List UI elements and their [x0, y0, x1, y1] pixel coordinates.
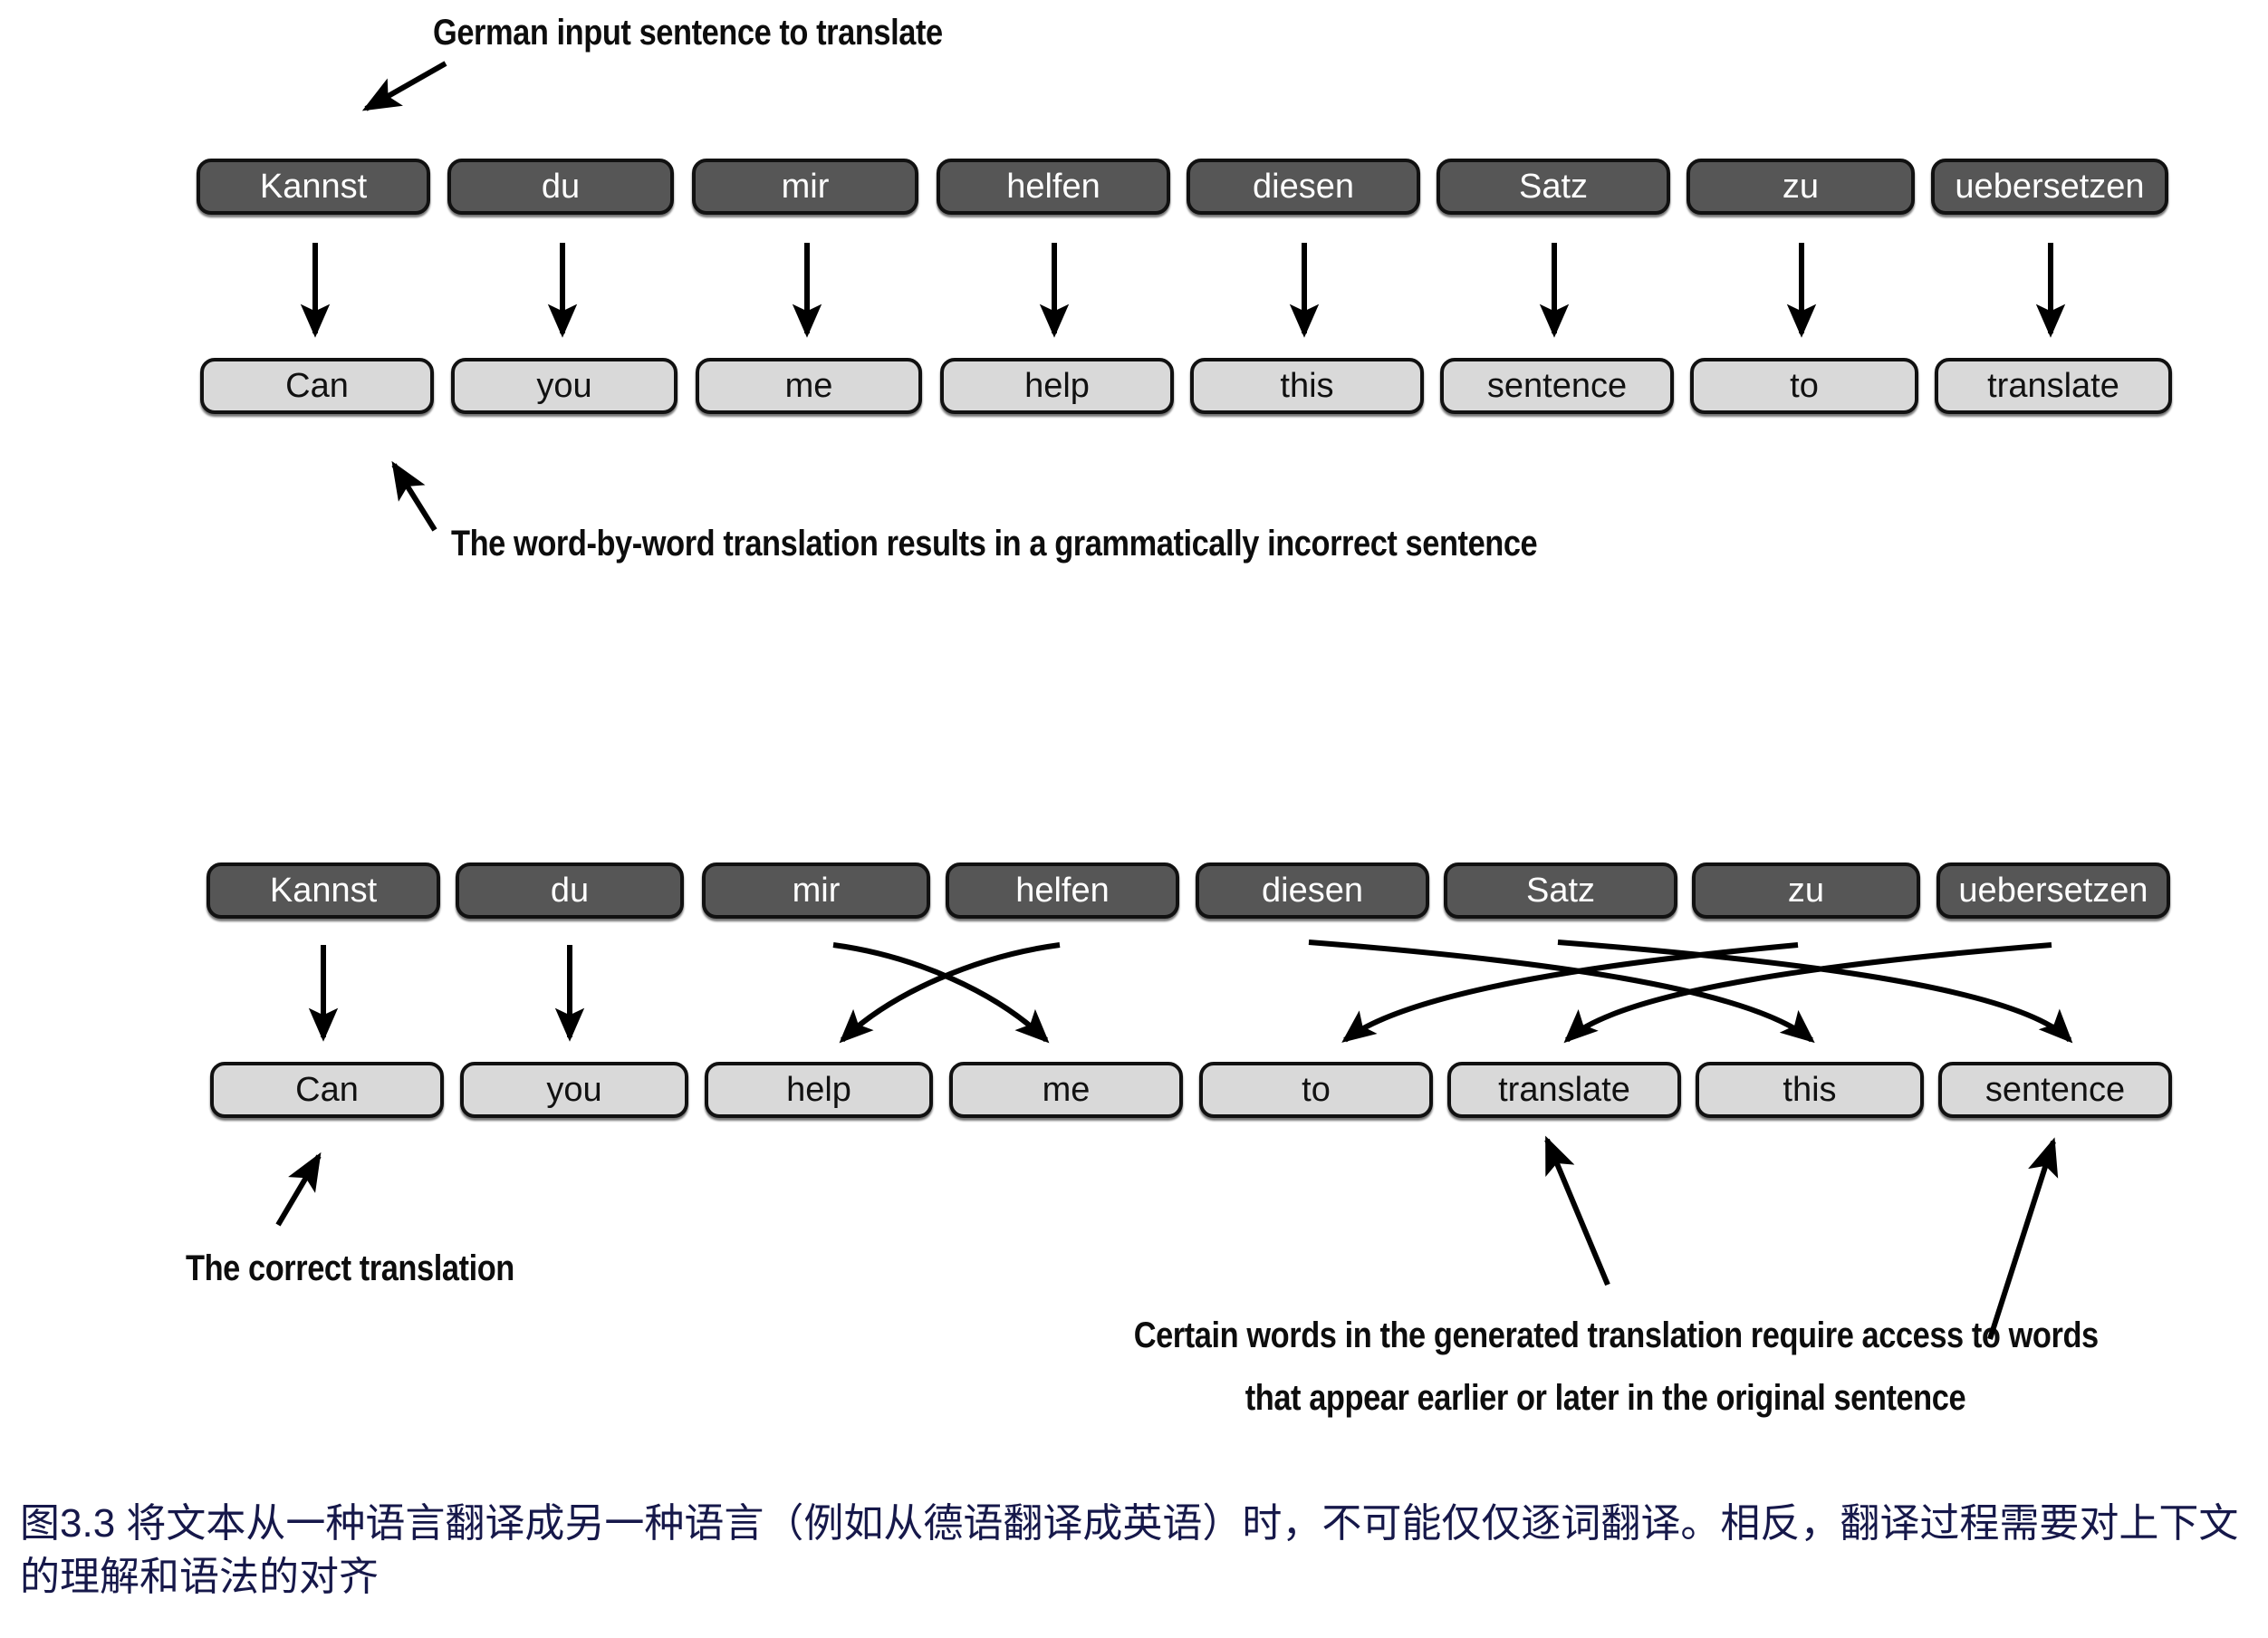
annotation-word-by-word-note: The word-by-word translation results in … — [451, 524, 1538, 564]
target2-token-this: this — [1696, 1062, 1924, 1118]
source2-token-zu: zu — [1692, 862, 1920, 919]
source-token-mir: mir — [692, 159, 918, 215]
source-token-kannst: Kannst — [197, 159, 430, 215]
target-token-can: Can — [200, 358, 434, 414]
target2-token-to: to — [1199, 1062, 1433, 1118]
target-token-this: this — [1190, 358, 1424, 414]
alignment-arrows-straight-bottom — [308, 945, 585, 1042]
alignment-arrows-word-by-word — [300, 243, 2066, 338]
pointer-arrow-source-label — [361, 61, 447, 111]
source2-token-kannst: Kannst — [207, 862, 440, 919]
source2-token-helfen: helfen — [946, 862, 1179, 919]
target-token-you: you — [451, 358, 678, 414]
target-token-me: me — [696, 358, 922, 414]
target2-token-you: you — [460, 1062, 688, 1118]
source-token-helfen: helfen — [937, 159, 1170, 215]
target-token-to: to — [1690, 358, 1918, 414]
source2-token-mir: mir — [702, 862, 930, 919]
target-token-translate: translate — [1935, 358, 2172, 414]
source-token-diesen: diesen — [1187, 159, 1420, 215]
target2-token-help: help — [705, 1062, 933, 1118]
pointer-arrow-word-by-word-note — [391, 460, 437, 532]
source2-token-diesen: diesen — [1196, 862, 1429, 919]
source-token-zu: zu — [1687, 159, 1915, 215]
source-token-satz: Satz — [1437, 159, 1670, 215]
target-token-sentence: sentence — [1440, 358, 1674, 414]
annotation-reorder-note-line2: that appear earlier or later in the orig… — [1245, 1378, 1966, 1418]
source2-token-uebersetzen: uebersetzen — [1936, 862, 2170, 919]
source-token-du: du — [447, 159, 674, 215]
source2-token-satz: Satz — [1444, 862, 1677, 919]
alignment-arrows-crossing-bottom — [832, 939, 2073, 1044]
annotation-source-label: German input sentence to translate — [433, 13, 943, 53]
annotation-correct-translation-note: The correct translation — [186, 1248, 514, 1288]
figure-caption: 图3.3 将文本从一种语言翻译成另一种语言（例如从德语翻译成英语）时，不可能仅仅… — [20, 1501, 2239, 1600]
pointer-arrow-correct-note — [275, 1151, 322, 1227]
pointer-arrow-reorder-note-translate — [1544, 1135, 1610, 1286]
pointer-arrow-reorder-note-sentence — [1987, 1137, 2059, 1340]
target2-token-can: Can — [210, 1062, 444, 1118]
target2-token-me: me — [949, 1062, 1183, 1118]
source2-token-du: du — [456, 862, 684, 919]
annotation-reorder-note-line1: Certain words in the generated translati… — [1133, 1315, 2099, 1355]
target-token-help: help — [940, 358, 1174, 414]
target2-token-translate: translate — [1447, 1062, 1681, 1118]
target2-token-sentence: sentence — [1938, 1062, 2172, 1118]
source-token-uebersetzen: uebersetzen — [1931, 159, 2168, 215]
